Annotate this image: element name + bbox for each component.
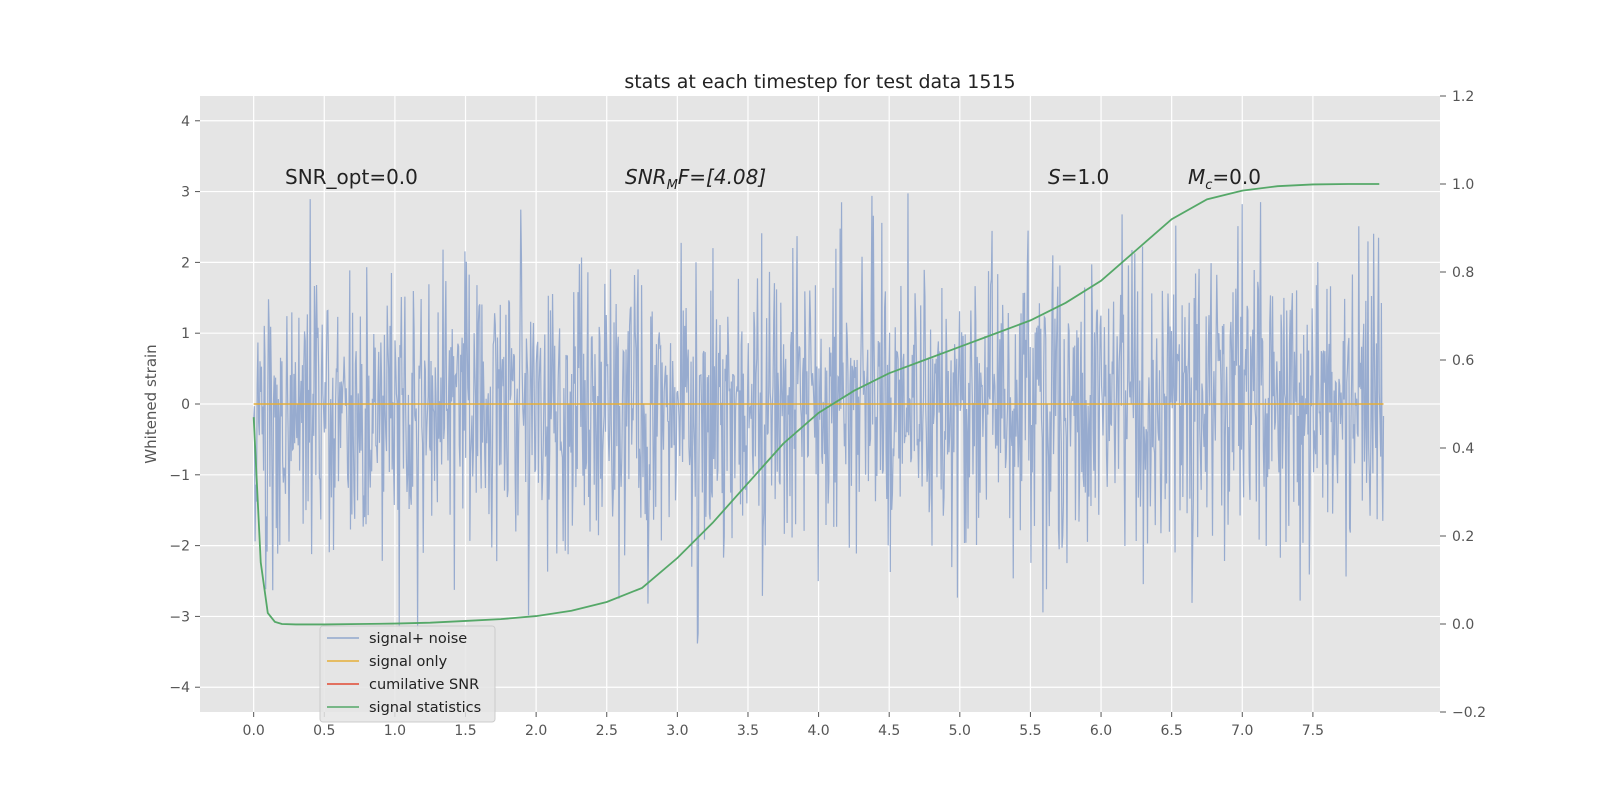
x-tick-label-9: 4.5 [878,723,900,739]
legend: signal+ noise signal only cumilative SNR… [319,625,496,723]
legend-box [319,625,496,723]
legend-label-signal-noise: signal+ noise [369,631,467,647]
y-tick-label-6: 2 [181,255,190,271]
x-tick-label-11: 5.5 [1019,723,1041,739]
annotation-snr-opt: SNR_opt=0.0 [285,165,418,189]
legend-label-cumilative-snr: cumilative SNR [369,677,479,693]
x-tick-label-3: 1.5 [454,723,476,739]
y2-tick-label-3: 0.4 [1452,441,1474,457]
y-tick-label-4: 0 [181,397,190,413]
legend-label-signal-only: signal only [369,654,448,670]
y2-tick-label-4: 0.6 [1452,353,1474,369]
x-tick-label-10: 5.0 [949,723,971,739]
y2-tick-label-1: 0.0 [1452,617,1474,633]
y2-tick-label-5: 0.8 [1452,265,1474,281]
y2-tick-label-7: 1.2 [1452,89,1474,105]
series-signal-noise-line [253,193,1385,644]
y-tick-label-7: 3 [181,185,190,201]
y2-tick-label-2: 0.2 [1452,529,1474,545]
chart-title: stats at each timestep for test data 151… [624,71,1015,93]
y2-tick-label-0: −0.2 [1452,705,1486,721]
x-tick-label-5: 2.5 [596,723,618,739]
x-tick-label-15: 7.5 [1302,723,1324,739]
x-tick-label-8: 4.0 [807,723,829,739]
legend-label-signal-statistics: signal statistics [369,700,481,716]
x-tick-label-6: 3.0 [666,723,688,739]
y-tick-label-0: −4 [169,680,190,696]
x-tick-label-2: 1.0 [384,723,406,739]
x-tick-label-13: 6.5 [1161,723,1183,739]
x-tick-label-4: 2.0 [525,723,547,739]
annotation-mc: Mc=0.0 [1188,165,1261,193]
x-tick-label-12: 6.0 [1090,723,1112,739]
annotation-snr-mf: SNRMF=[4.08] [625,165,766,193]
series-signal-statistics-line [252,183,1380,626]
y-tick-label-2: −2 [169,539,190,555]
x-tick-label-14: 7.0 [1231,723,1253,739]
y-axis-label: Whitened strain [142,344,160,463]
x-tick-label-0: 0.0 [243,723,265,739]
y-tick-label-3: −1 [169,468,190,484]
x-tick-label-7: 3.5 [737,723,759,739]
y-tick-label-1: −3 [169,609,190,625]
y-tick-label-8: 4 [181,114,190,130]
y-tick-label-5: 1 [181,326,190,342]
annotation-s: S=1.0 [1048,165,1109,189]
y2-tick-label-6: 1.0 [1452,177,1474,193]
x-tick-label-1: 0.5 [313,723,335,739]
